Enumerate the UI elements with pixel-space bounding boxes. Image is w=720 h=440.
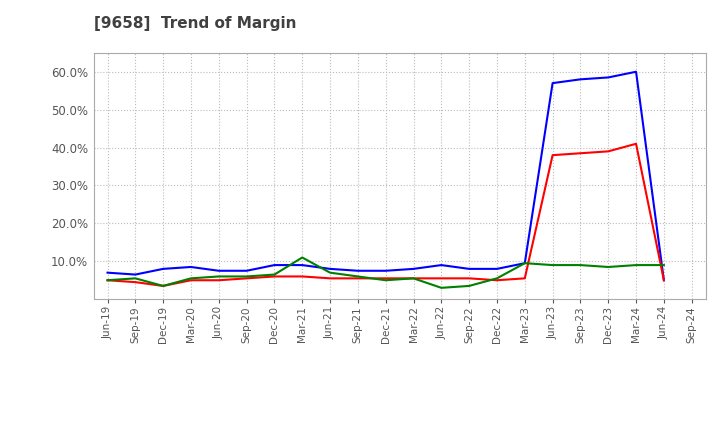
Ordinary Income bbox=[159, 266, 168, 271]
Operating Cashflow bbox=[604, 264, 613, 270]
Ordinary Income bbox=[604, 75, 613, 80]
Operating Cashflow bbox=[576, 262, 585, 268]
Net Income bbox=[325, 276, 334, 281]
Ordinary Income bbox=[576, 77, 585, 82]
Net Income bbox=[298, 274, 307, 279]
Ordinary Income bbox=[382, 268, 390, 273]
Ordinary Income bbox=[215, 268, 223, 273]
Ordinary Income bbox=[465, 266, 474, 271]
Operating Cashflow bbox=[159, 283, 168, 289]
Ordinary Income bbox=[354, 268, 362, 273]
Operating Cashflow bbox=[382, 278, 390, 283]
Ordinary Income bbox=[549, 81, 557, 86]
Operating Cashflow bbox=[298, 255, 307, 260]
Net Income bbox=[382, 276, 390, 281]
Ordinary Income bbox=[186, 264, 195, 270]
Net Income bbox=[159, 283, 168, 289]
Text: [9658]  Trend of Margin: [9658] Trend of Margin bbox=[94, 16, 296, 31]
Net Income bbox=[186, 278, 195, 283]
Operating Cashflow bbox=[660, 262, 668, 268]
Ordinary Income bbox=[298, 262, 307, 268]
Ordinary Income bbox=[270, 262, 279, 268]
Operating Cashflow bbox=[465, 283, 474, 289]
Ordinary Income bbox=[660, 278, 668, 283]
Net Income bbox=[437, 276, 446, 281]
Operating Cashflow bbox=[242, 274, 251, 279]
Net Income bbox=[354, 276, 362, 281]
Ordinary Income bbox=[242, 268, 251, 273]
Net Income bbox=[604, 149, 613, 154]
Net Income bbox=[270, 274, 279, 279]
Operating Cashflow bbox=[215, 274, 223, 279]
Operating Cashflow bbox=[492, 276, 501, 281]
Net Income bbox=[131, 279, 140, 285]
Operating Cashflow bbox=[409, 276, 418, 281]
Net Income bbox=[631, 141, 640, 147]
Ordinary Income bbox=[521, 260, 529, 266]
Operating Cashflow bbox=[521, 260, 529, 266]
Operating Cashflow bbox=[631, 262, 640, 268]
Net Income bbox=[521, 276, 529, 281]
Net Income bbox=[215, 278, 223, 283]
Net Income bbox=[409, 276, 418, 281]
Net Income bbox=[660, 278, 668, 283]
Net Income bbox=[465, 276, 474, 281]
Operating Cashflow bbox=[549, 262, 557, 268]
Operating Cashflow bbox=[354, 274, 362, 279]
Ordinary Income bbox=[131, 272, 140, 277]
Ordinary Income bbox=[631, 69, 640, 74]
Ordinary Income bbox=[409, 266, 418, 271]
Ordinary Income bbox=[325, 266, 334, 271]
Operating Cashflow bbox=[186, 276, 195, 281]
Line: Operating Cashflow: Operating Cashflow bbox=[107, 257, 664, 288]
Net Income bbox=[492, 278, 501, 283]
Line: Ordinary Income: Ordinary Income bbox=[107, 72, 664, 280]
Ordinary Income bbox=[492, 266, 501, 271]
Ordinary Income bbox=[103, 270, 112, 275]
Operating Cashflow bbox=[437, 285, 446, 290]
Ordinary Income bbox=[437, 262, 446, 268]
Operating Cashflow bbox=[131, 276, 140, 281]
Operating Cashflow bbox=[270, 272, 279, 277]
Operating Cashflow bbox=[103, 278, 112, 283]
Net Income bbox=[576, 150, 585, 156]
Net Income bbox=[242, 276, 251, 281]
Operating Cashflow bbox=[325, 270, 334, 275]
Line: Net Income: Net Income bbox=[107, 144, 664, 286]
Net Income bbox=[103, 278, 112, 283]
Net Income bbox=[549, 153, 557, 158]
